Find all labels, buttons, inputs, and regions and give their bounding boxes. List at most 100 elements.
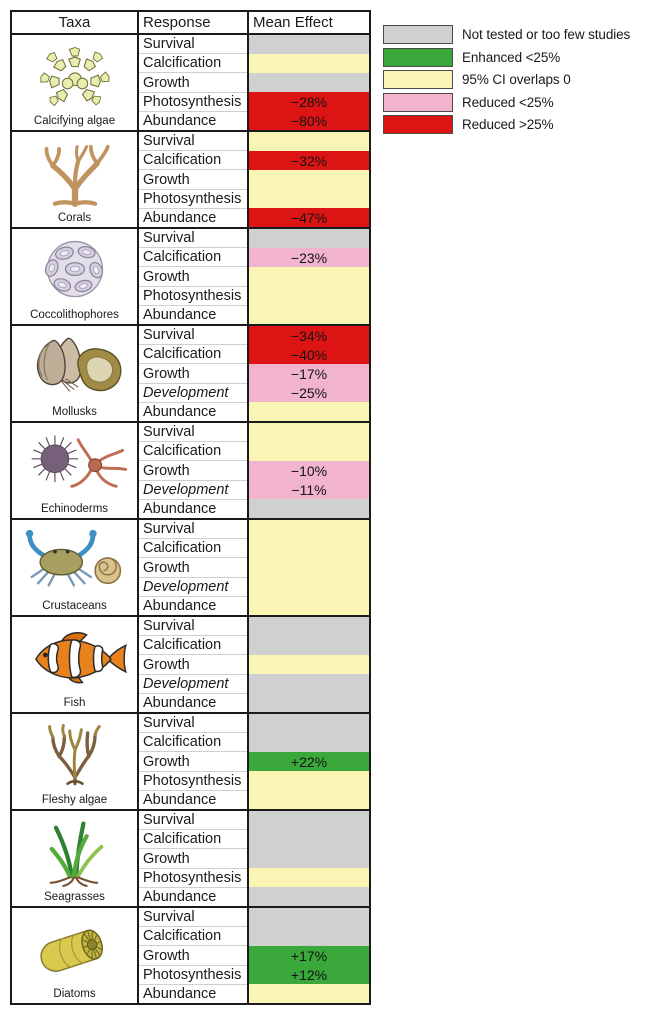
mean-effect-cell (249, 577, 369, 596)
enhanced-swatch (383, 47, 453, 67)
response-label: Survival (139, 520, 247, 540)
mean-effect-cell: −34% (249, 326, 369, 345)
response-label: Development (139, 675, 247, 694)
response-label: Calcification (139, 345, 247, 365)
legend-label: Reduced <25% (462, 94, 554, 110)
mean-effect-cell: +12% (249, 965, 369, 984)
response-label: Survival (139, 908, 247, 928)
fish-icon (34, 632, 127, 684)
mean-effect-cell (249, 790, 369, 809)
legend-item-ci-overlap: 95% CI overlaps 0 (383, 70, 630, 90)
mean-effect-cell: −40% (249, 345, 369, 364)
mean-effect-cell (249, 73, 369, 92)
legend-label: 95% CI overlaps 0 (462, 72, 571, 88)
col-header-response: Response (139, 12, 249, 33)
taxon-block-diatoms: Diatoms Survival Calcification Growth Ph… (12, 908, 369, 1003)
taxon-block-echinoderms: Echinoderms Survival Calcification Growt… (12, 423, 369, 520)
response-label: Growth (139, 752, 247, 772)
taxon-cell: Diatoms (12, 908, 139, 1003)
response-label: Growth (139, 849, 247, 869)
mean-effect-cell (249, 558, 369, 577)
table-header-row: Taxa Response Mean Effect (12, 12, 369, 35)
response-label: Survival (139, 617, 247, 637)
mean-effect-cell: −80% (249, 111, 369, 130)
taxon-label: Echinoderms (40, 503, 109, 515)
response-label: Calcification (139, 830, 247, 850)
response-label: Photosynthesis (139, 190, 247, 209)
taxon-cell: Echinoderms (12, 423, 139, 518)
legend-label: Reduced >25% (462, 117, 554, 133)
calcifying-algae-icon (38, 46, 111, 107)
diatom-icon (39, 929, 103, 972)
mean-effect-cell (249, 908, 369, 927)
mean-effect-cell (249, 733, 369, 752)
taxon-label: Corals (57, 212, 92, 224)
response-label: Calcification (139, 54, 247, 74)
mean-effect-cell (249, 189, 369, 208)
mean-effect-cell (249, 54, 369, 73)
response-label: Growth (139, 364, 247, 384)
mean-effect-cell (249, 305, 369, 324)
taxon-label: Crustaceans (42, 600, 107, 612)
taxon-cell: Calcifying algae (12, 35, 139, 130)
response-label: Calcification (139, 636, 247, 656)
taxon-label: Seagrasses (44, 891, 105, 903)
mean-effect-column: −10% −11% (249, 423, 369, 518)
col-header-taxa: Taxa (12, 12, 139, 33)
response-label: Development (139, 578, 247, 597)
mean-effect-cell (249, 520, 369, 539)
taxon-cell: Fleshy algae (12, 714, 139, 809)
coccolithophore-icon (44, 240, 103, 298)
mean-effect-cell (249, 423, 369, 442)
response-label: Abundance (143, 985, 217, 1002)
echinoderm-icon (31, 435, 127, 488)
response-label: Photosynthesis (139, 966, 247, 985)
coral-icon (44, 144, 110, 207)
col-header-mean-effect: Mean Effect (253, 14, 333, 31)
response-label: Photosynthesis (139, 869, 247, 888)
mean-effect-cell (249, 655, 369, 674)
response-label: Survival (139, 714, 247, 734)
response-label: Abundance (143, 597, 217, 614)
taxon-label: Diatoms (53, 988, 96, 1000)
taxon-cell: Fish (12, 617, 139, 712)
response-label: Abundance (143, 112, 217, 129)
mean-effect-cell (249, 402, 369, 421)
mean-effect-cell (249, 539, 369, 558)
taxon-block-crustaceans: Crustaceans Survival Calcification Growt… (12, 520, 369, 617)
taxon-label: Coccolithophores (30, 309, 119, 321)
response-column: Survival Calcification Growth Developmen… (139, 617, 249, 712)
mean-effect-cell: −11% (249, 480, 369, 499)
mean-effect-cell (249, 636, 369, 655)
response-label: Survival (139, 423, 247, 443)
mean-effect-column: −32% −47% (249, 132, 369, 227)
ci-overlap-swatch (383, 70, 453, 90)
taxon-label: Mollusks (52, 406, 97, 418)
taxon-label: Fish (63, 697, 86, 709)
mean-effect-cell: −47% (249, 208, 369, 227)
legend-item-reduced-lt25: Reduced <25% (383, 92, 630, 113)
reduced-lt25-swatch (383, 92, 453, 112)
mean-effect-cell (249, 267, 369, 286)
legend: Not tested or too few studies Enhanced <… (383, 25, 630, 138)
mean-effect-cell: +22% (249, 752, 369, 771)
mean-effect-cell (249, 442, 369, 461)
mean-effect-column (249, 811, 369, 906)
mean-effect-cell (249, 674, 369, 693)
response-label: Abundance (143, 209, 217, 226)
response-label: Calcification (139, 248, 247, 268)
response-label: Growth (139, 267, 247, 287)
taxon-cell: Corals (12, 132, 139, 227)
taxon-block-calcifying-algae: Calcifying algae Survival Calcification … (12, 35, 369, 132)
seagrass-icon (49, 821, 103, 887)
taxon-block-fleshy-algae: Fleshy algae Survival Calcification Grow… (12, 714, 369, 811)
mean-effect-cell: −28% (249, 92, 369, 111)
response-label: Abundance (143, 791, 217, 808)
mean-effect-column (249, 617, 369, 712)
response-label: Calcification (139, 733, 247, 753)
taxon-label: Fleshy algae (41, 794, 108, 806)
not-tested-swatch (383, 25, 453, 45)
mean-effect-cell (249, 229, 369, 248)
mean-effect-cell: −23% (249, 248, 369, 267)
mean-effect-cell: −25% (249, 383, 369, 402)
